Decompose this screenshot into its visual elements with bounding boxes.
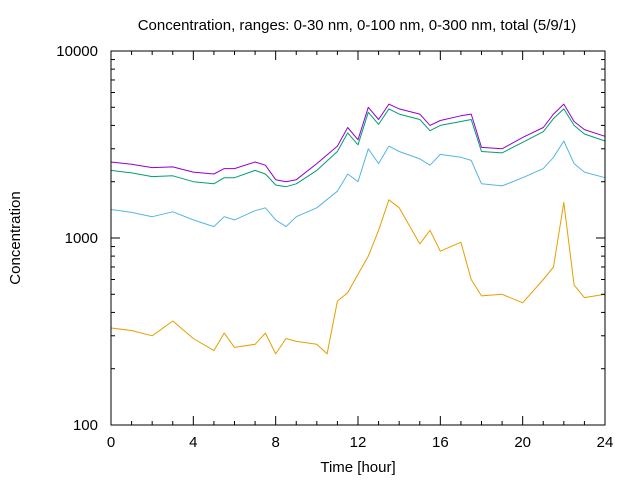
series-line-1: [110, 103, 606, 183]
plot-frame: [110, 50, 606, 426]
x-tick-label: 0: [107, 434, 115, 451]
chart-title: Concentration, ranges: 0-30 nm, 0-100 nm…: [138, 17, 577, 34]
x-axis-title: Time [hour]: [320, 459, 395, 476]
x-tick-label: 4: [189, 434, 197, 451]
y-tick-label: 100: [73, 417, 98, 434]
series-layer: [110, 103, 606, 355]
tick-layer: 0 4 8 12 16 20 24 100 1000 10000: [56, 43, 613, 451]
series-line-4: [110, 199, 606, 355]
y-tick-label: 10000: [56, 43, 98, 60]
y-axis-title: Concentration: [7, 191, 24, 284]
series-line-2: [110, 108, 606, 188]
x-tick-label: 16: [432, 434, 449, 451]
series-line-3: [110, 140, 606, 228]
x-tick-label: 24: [597, 434, 614, 451]
y-tick-label: 1000: [65, 230, 98, 247]
x-tick-label: 20: [514, 434, 531, 451]
x-tick-label: 8: [271, 434, 279, 451]
x-tick-label: 12: [350, 434, 367, 451]
